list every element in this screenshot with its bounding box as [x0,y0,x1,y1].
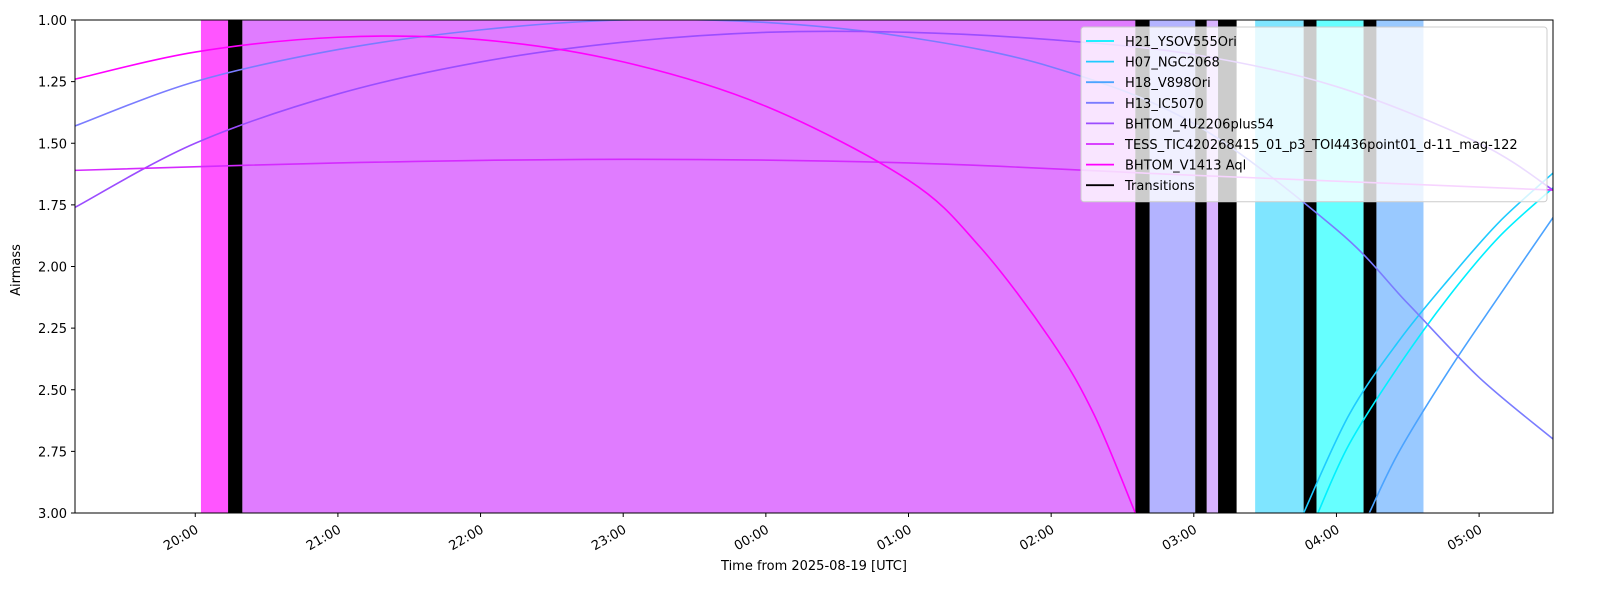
y-axis-label: Airmass [9,244,24,296]
legend-box [1080,26,1548,203]
series-line [1368,216,1553,513]
y-tick-label: 2.50 [38,384,67,399]
span [1206,20,1219,513]
span [242,20,1136,513]
series-line [1302,172,1553,513]
legend-label: H18_V898Ori [1125,76,1211,91]
legend: H21_YSOV555Ori H07_NGC2068 H18_V898Ori H13_… [1080,26,1548,203]
legend-label: H07_NGC2068 [1125,56,1220,71]
x-tick-label: 22:00 [447,522,487,554]
legend-label: H13_IC5070 [1125,97,1204,112]
y-tick-label: 2.00 [38,261,67,276]
series-line [75,20,1553,440]
transition [228,20,243,513]
legend-label: Transitions [1124,179,1195,194]
y-tick-label: 1.75 [38,199,67,214]
span [200,20,229,513]
legend-label: TESS_TIC420268415_01_p3_TOI4436point01_d… [1124,138,1518,153]
legend-label: BHTOM_V1413 Aql [1125,159,1246,174]
x-tick-label: 00:00 [732,522,772,554]
legend-label: BHTOM_4U2206plus54 [1125,117,1274,132]
x-tick-label: 03:00 [1160,522,1200,554]
x-axis-label: Time from 2025-08-19 [UTC] [720,559,907,574]
y-tick-label: 2.75 [38,445,67,460]
y-tick-label: 1.00 [38,14,67,29]
lines [75,20,1553,513]
y-tick-label: 1.50 [38,137,67,152]
x-tick-label: 05:00 [1445,522,1485,554]
series-line [75,35,1137,513]
x-tick-label: 20:00 [161,522,201,554]
transition [1195,20,1207,513]
y-tick-label: 2.25 [38,322,67,337]
series-line [1317,187,1553,513]
y-tick-label: 3.00 [38,507,67,522]
y-tick-label: 1.25 [38,76,67,91]
x-tick-label: 23:00 [589,522,629,554]
legend-label: H21_YSOV555Ori [1125,35,1237,50]
x-tick-label: 01:00 [875,522,915,554]
x-tick-label: 21:00 [304,522,344,554]
x-tick-label: 04:00 [1303,522,1343,554]
x-tick-label: 02:00 [1017,522,1057,554]
